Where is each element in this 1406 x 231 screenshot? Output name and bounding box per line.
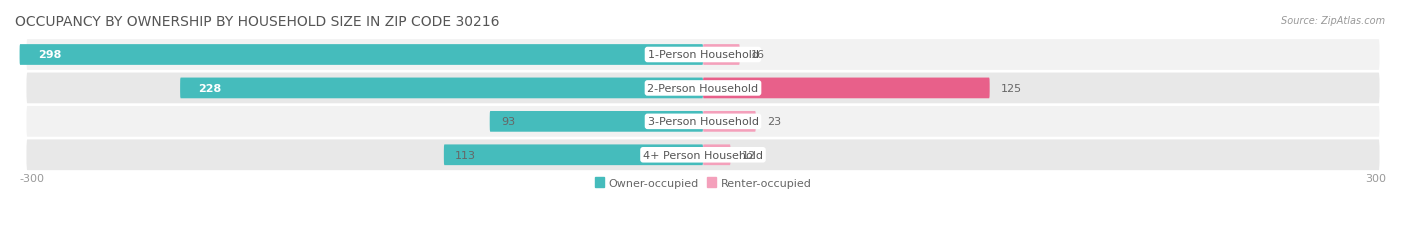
FancyBboxPatch shape (27, 106, 1379, 137)
FancyBboxPatch shape (703, 45, 740, 66)
Text: 300: 300 (1365, 173, 1386, 183)
FancyBboxPatch shape (489, 112, 703, 132)
FancyBboxPatch shape (703, 78, 990, 99)
Text: -300: -300 (20, 173, 45, 183)
Legend: Owner-occupied, Renter-occupied: Owner-occupied, Renter-occupied (591, 173, 815, 192)
Text: 2-Person Household: 2-Person Household (647, 84, 759, 94)
Text: 298: 298 (38, 50, 62, 60)
FancyBboxPatch shape (27, 40, 1379, 70)
FancyBboxPatch shape (27, 140, 1379, 170)
Text: 125: 125 (1001, 84, 1022, 94)
Text: Source: ZipAtlas.com: Source: ZipAtlas.com (1281, 16, 1385, 26)
Text: 113: 113 (456, 150, 477, 160)
Text: 4+ Person Household: 4+ Person Household (643, 150, 763, 160)
FancyBboxPatch shape (180, 78, 703, 99)
Text: 3-Person Household: 3-Person Household (648, 117, 758, 127)
Text: 23: 23 (768, 117, 782, 127)
Text: 12: 12 (742, 150, 756, 160)
FancyBboxPatch shape (703, 112, 756, 132)
Text: 93: 93 (501, 117, 516, 127)
Text: OCCUPANCY BY OWNERSHIP BY HOUSEHOLD SIZE IN ZIP CODE 30216: OCCUPANCY BY OWNERSHIP BY HOUSEHOLD SIZE… (15, 15, 499, 29)
Text: 228: 228 (198, 84, 222, 94)
FancyBboxPatch shape (444, 145, 703, 165)
Text: 16: 16 (751, 50, 765, 60)
FancyBboxPatch shape (703, 145, 731, 165)
FancyBboxPatch shape (27, 73, 1379, 104)
FancyBboxPatch shape (20, 45, 703, 66)
Text: 1-Person Household: 1-Person Household (648, 50, 758, 60)
